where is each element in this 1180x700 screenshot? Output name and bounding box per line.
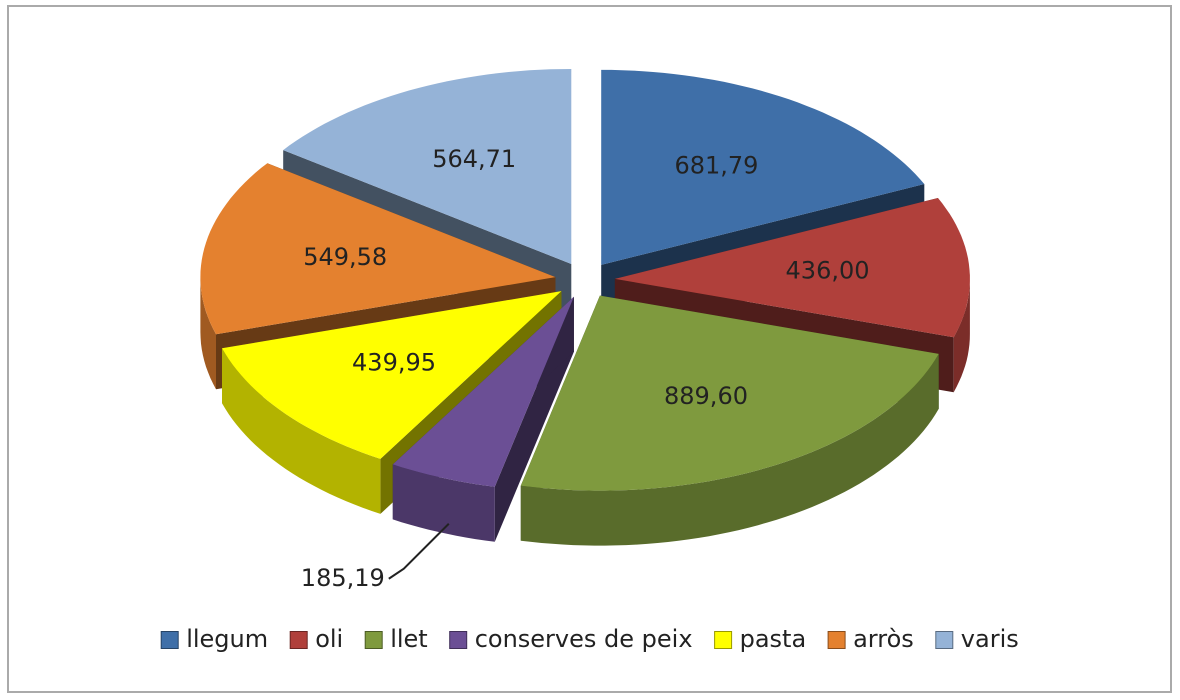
legend-item: llegum <box>160 625 268 653</box>
slice <box>520 295 939 546</box>
pie: 681,79 436,00 889,60 185,19 439,95 549,58 564,… <box>200 69 970 592</box>
slice-side <box>200 277 216 390</box>
legend-swatch <box>449 631 468 649</box>
legend-swatch <box>935 631 954 649</box>
legend-item: varis <box>935 625 1019 653</box>
legend: llegum oli llet conserves de peix pasta arròs… <box>160 625 1019 653</box>
slice <box>283 69 572 264</box>
label-leader <box>388 523 450 580</box>
legend-label: varis <box>961 625 1019 653</box>
data-label: 564,71 <box>432 145 516 173</box>
legend-item: pasta <box>714 625 807 653</box>
slice <box>200 163 556 335</box>
slice <box>392 296 574 487</box>
slice <box>614 198 970 338</box>
data-label: 889,60 <box>664 382 748 410</box>
data-label: 681,79 <box>674 151 758 179</box>
legend-label: llet <box>390 625 428 653</box>
slice <box>601 69 925 265</box>
legend-item: oli <box>289 625 343 653</box>
data-label: 439,95 <box>352 348 436 376</box>
data-label: 436,00 <box>786 257 870 285</box>
slice-side <box>953 278 970 393</box>
legend-label: llegum <box>186 625 268 653</box>
legend-label: arròs <box>853 625 914 653</box>
slice-side <box>222 348 381 514</box>
legend-item: conserves de peix <box>449 625 693 653</box>
slice-side <box>520 353 939 546</box>
legend-label: pasta <box>740 625 807 653</box>
legend-swatch <box>714 631 733 649</box>
legend-label: oli <box>315 625 343 653</box>
legend-label: conserves de peix <box>475 625 693 653</box>
legend-swatch <box>827 631 846 649</box>
slice-side <box>392 464 495 542</box>
legend-swatch <box>289 631 308 649</box>
slice <box>520 295 939 491</box>
data-label: 185,19 <box>301 564 385 592</box>
legend-item: arròs <box>827 625 914 653</box>
slice <box>222 291 562 459</box>
legend-item: llet <box>364 625 428 653</box>
data-label: 549,58 <box>303 243 387 271</box>
legend-swatch <box>364 631 383 649</box>
legend-swatch <box>160 631 179 649</box>
slice <box>392 296 574 542</box>
